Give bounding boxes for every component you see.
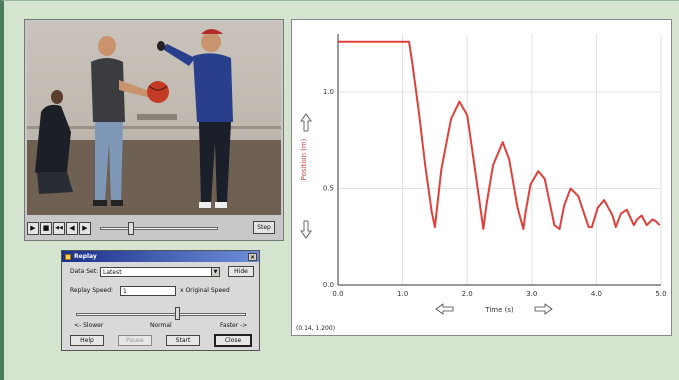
skip-back-button[interactable]: ◀◀ <box>53 221 65 235</box>
data-set-value: Latest <box>103 268 122 276</box>
stop-button[interactable]: ■ <box>40 221 52 235</box>
pause-button[interactable]: Pause <box>118 335 152 346</box>
x-axis-label: Time (s) <box>484 306 514 314</box>
video-scrubber[interactable] <box>100 221 218 235</box>
x-tick-label: 1.0 <box>397 290 408 298</box>
transport-bar: ▶ ■ ◀◀ ◀ ▶ Step <box>27 219 281 237</box>
step-back-button[interactable]: ◀ <box>66 221 78 235</box>
replay-speed-suffix: x Original Speed <box>180 287 230 294</box>
scroll-right-icon[interactable] <box>534 303 553 315</box>
position-series-line[interactable] <box>338 40 661 231</box>
speed-slider-track[interactable] <box>76 313 246 316</box>
scroll-down-icon[interactable] <box>300 220 312 239</box>
replay-title: Replay <box>74 253 97 260</box>
step-back-icon: ◀ <box>69 223 75 232</box>
y-tick-label: 0.5 <box>323 184 334 192</box>
replay-speed-input[interactable]: 1 <box>120 286 176 296</box>
step-forward-button[interactable]: ▶ <box>79 221 91 235</box>
x-tick-label: 3.0 <box>526 290 537 298</box>
replay-dialog: Replay × Data Set: Latest ▼ Hide Replay … <box>61 250 260 351</box>
y-axis-label: Position (m) <box>300 138 308 180</box>
coordinate-readout: (0.14, 1.200) <box>296 325 336 332</box>
speed-slower-label: <- Slower <box>74 322 104 329</box>
speed-normal-label: Normal <box>150 322 172 329</box>
x-tick-label: 5.0 <box>655 290 666 298</box>
replay-app-icon <box>65 253 71 260</box>
data-set-label: Data Set: <box>70 268 99 275</box>
step-forward-icon: ▶ <box>82 223 88 232</box>
y-tick-label: 0.0 <box>323 281 334 289</box>
x-tick-label: 2.0 <box>462 290 473 298</box>
help-button[interactable]: Help <box>70 335 104 346</box>
speed-slider-labels: <- Slower Normal Faster -> <box>72 322 252 330</box>
video-frame <box>27 22 281 215</box>
step-button[interactable]: Step <box>253 221 275 234</box>
y-tick-label: 1.0 <box>323 88 334 96</box>
data-set-select[interactable]: Latest ▼ <box>100 267 220 277</box>
position-time-graph[interactable]: 0.0 1.0 2.0 3.0 4.0 5.0 0.0 0.5 1.0 Time (s) Posit… <box>292 20 673 337</box>
scrubber-track[interactable] <box>100 226 218 230</box>
graph-panel: 0.0 1.0 2.0 3.0 4.0 5.0 0.0 0.5 1.0 Time (s) Posit… <box>291 19 672 336</box>
scroll-up-icon[interactable] <box>300 113 312 132</box>
replay-titlebar[interactable]: Replay × <box>62 251 259 262</box>
chevron-down-icon[interactable]: ▼ <box>211 268 219 276</box>
close-button[interactable]: Close <box>214 334 252 347</box>
video-panel: ▶ ■ ◀◀ ◀ ▶ Step <box>24 19 284 241</box>
play-button[interactable]: ▶ <box>27 221 39 235</box>
speed-faster-label: Faster -> <box>220 322 248 329</box>
skip-back-icon: ◀◀ <box>55 224 63 231</box>
replay-speed-label: Replay Speed: <box>70 287 114 294</box>
speed-slider-thumb[interactable] <box>175 307 180 320</box>
start-button[interactable]: Start <box>166 335 200 346</box>
close-icon[interactable]: × <box>248 252 257 261</box>
stop-icon: ■ <box>42 223 50 232</box>
scroll-left-icon[interactable] <box>435 303 454 315</box>
video-scene-image <box>27 22 281 215</box>
x-tick-label: 0.0 <box>332 290 343 298</box>
x-tick-label: 4.0 <box>591 290 602 298</box>
play-icon: ▶ <box>30 223 36 232</box>
hide-button[interactable]: Hide <box>228 266 254 277</box>
scrubber-thumb[interactable] <box>128 221 134 235</box>
